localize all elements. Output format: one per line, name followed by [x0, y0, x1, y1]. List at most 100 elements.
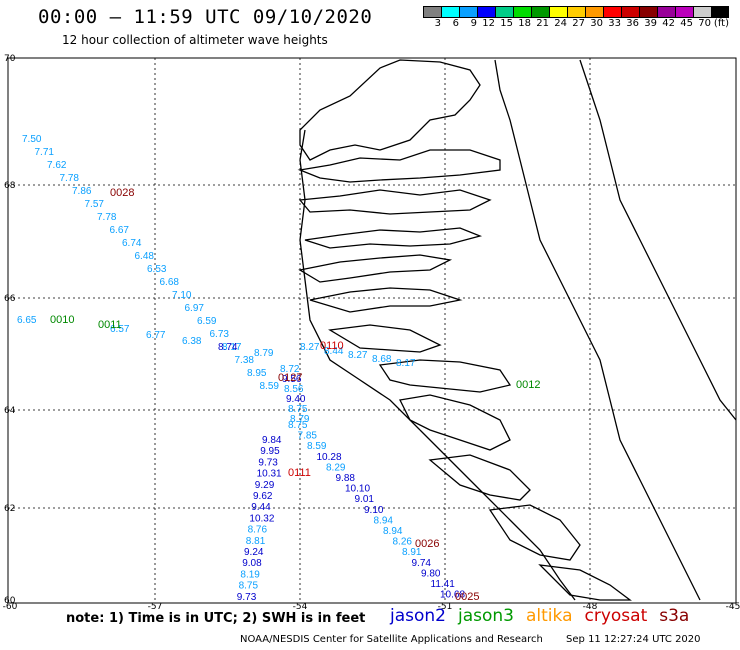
wave-height-reading: 10.28 — [317, 452, 342, 463]
wave-height-reading: 8.68 — [372, 354, 392, 365]
wave-height-reading: 10.10 — [345, 484, 370, 495]
pass-time-label: 0111 — [288, 467, 311, 479]
wave-height-reading: 7.71 — [35, 147, 55, 158]
coastline-segment — [299, 129, 421, 431]
wave-height-reading: 7.85 — [298, 431, 318, 442]
credit-line: NOAA/NESDIS Center for Satellite Applica… — [240, 634, 701, 645]
legend-swatch — [423, 6, 441, 18]
satellite-key-cryosat: cryosat — [584, 606, 648, 626]
coastline-segment — [488, 504, 581, 561]
wave-height-reading: 9.74 — [412, 558, 432, 569]
wave-height-reading: 9.62 — [253, 491, 273, 502]
wave-height-reading: 7.50 — [22, 134, 42, 145]
latitude-label: 66 — [4, 294, 16, 304]
legend-label: 18 — [518, 18, 531, 29]
wave-height-reading: 9.01 — [355, 494, 375, 505]
wave-height-reading: 7.78 — [60, 173, 80, 184]
wave-height-reading: 6.38 — [182, 336, 202, 347]
credit-timestamp: Sep 11 12:27:24 UTC 2020 — [566, 634, 701, 645]
wave-height-reading: 9.95 — [260, 446, 280, 457]
wave-height-reading: 8.27 — [300, 342, 320, 353]
wave-height-reading: 8.79 — [254, 348, 274, 359]
wave-height-reading: 6.48 — [135, 251, 155, 262]
wave-height-reading: 10.31 — [257, 469, 282, 480]
legend-label: 42 — [662, 18, 675, 29]
graticule — [8, 58, 736, 603]
credit-text: NOAA/NESDIS Center for Satellite Applica… — [240, 634, 543, 645]
axis-labels: 70 68 66 64 62 60-60 -57 -54 -51 -48 -45 — [3, 54, 740, 612]
legend-swatch — [621, 6, 639, 18]
coastline-segment — [538, 564, 632, 601]
wave-height-reading: 6.74 — [122, 238, 142, 249]
wave-height-reading: 7.10 — [172, 290, 192, 301]
wave-height-reading: 8.75 — [288, 420, 308, 431]
legend-swatch — [603, 6, 621, 18]
legend-labels: 3 6 9 12 15 18 21 24 27 30 33 36 39 42 45 70 (ft) — [423, 18, 729, 29]
wave-height-reading: 11.41 — [431, 579, 456, 590]
wave-height-reading: 8.59 — [260, 381, 280, 392]
wave-height-reading: 8.81 — [246, 536, 266, 547]
longitude-label: -57 — [148, 602, 163, 612]
legend-swatch — [675, 6, 693, 18]
pass-time-label: 0026 — [415, 538, 439, 550]
coastline-segment — [399, 394, 511, 451]
wave-height-reading: 10.32 — [249, 513, 274, 524]
greenland-coastline — [297, 59, 737, 601]
wave-height-reading: 8.76 — [248, 525, 268, 536]
wave-height-reading: 6.73 — [210, 329, 230, 340]
wave-height-reading: 9.73 — [237, 592, 257, 603]
legend-label: 6 — [452, 18, 459, 29]
coastline-segment — [309, 287, 463, 313]
coastline-segment — [297, 149, 501, 183]
pass-time-label: 0025 — [455, 591, 479, 603]
longitude-label: -60 — [3, 602, 18, 612]
legend-label: 21 — [536, 18, 549, 29]
footnote: note: 1) Time is in UTC; 2) SWH is in fe… — [66, 611, 366, 626]
coastline-segment — [419, 429, 576, 601]
wave-height-reading: 8.56 — [284, 384, 304, 395]
legend-label: 12 — [482, 18, 495, 29]
satellite-key-s3a: s3a — [659, 606, 690, 626]
wave-height-reading: 8.94 — [374, 515, 394, 526]
wave-height-reading: 8.94 — [383, 526, 403, 537]
pass-time-label: 0110 — [320, 340, 344, 352]
plot-frame — [7, 57, 737, 604]
latitude-label: 62 — [4, 504, 15, 514]
legend-swatch — [495, 6, 513, 18]
legend-label: 33 — [608, 18, 621, 29]
readings-layer: 7.50 7.71 7.62 7.78 7.86 7.57 7.78 6.67 6.74 6.48… — [17, 134, 540, 603]
latitude-label: 70 — [4, 54, 16, 64]
wave-height-reading: 9.29 — [255, 480, 275, 491]
wave-height-reading: 6.57 — [110, 324, 130, 335]
legend-label: 15 — [500, 18, 513, 29]
wave-height-reading: 7.78 — [97, 212, 117, 223]
wave-height-reading: 7.86 — [72, 186, 92, 197]
wave-height-reading: 8.29 — [326, 462, 346, 473]
pass-time-label: 0011 — [98, 319, 122, 331]
wave-height-reading: 8.17 — [396, 358, 416, 369]
legend-swatch — [549, 6, 567, 18]
legend-label: 45 — [680, 18, 693, 29]
coastline-segment — [428, 454, 531, 501]
pass-time-label: 0012 — [516, 379, 540, 391]
wave-height-reading: 8.91 — [402, 547, 422, 558]
wave-height-reading: 8.74 — [218, 342, 238, 353]
legend-label: 30 — [590, 18, 603, 29]
map-subtitle: 12 hour collection of altimeter wave hei… — [62, 33, 328, 47]
wave-height-reading: 8.95 — [247, 368, 267, 379]
longitude-label: -51 — [438, 602, 453, 612]
longitude-label: -48 — [583, 602, 598, 612]
legend-label: 36 — [626, 18, 639, 29]
wave-height-reading: 8.75 — [288, 404, 308, 415]
wave-height-reading: 8.27 — [348, 350, 368, 361]
color-legend: 3 6 9 12 15 18 21 24 27 30 33 36 39 42 45 70 (ft) — [423, 6, 729, 29]
legend-swatch — [459, 6, 477, 18]
legend-swatch — [513, 6, 531, 18]
coastline-segment — [304, 227, 483, 249]
wave-height-reading: 6.68 — [160, 277, 180, 288]
wave-height-reading: 6.77 — [146, 330, 166, 341]
wave-height-reading: 6.53 — [147, 264, 167, 275]
wave-height-reading: 7.57 — [85, 199, 105, 210]
legend-label: (ft) — [713, 18, 729, 29]
longitude-label: -45 — [726, 602, 740, 612]
